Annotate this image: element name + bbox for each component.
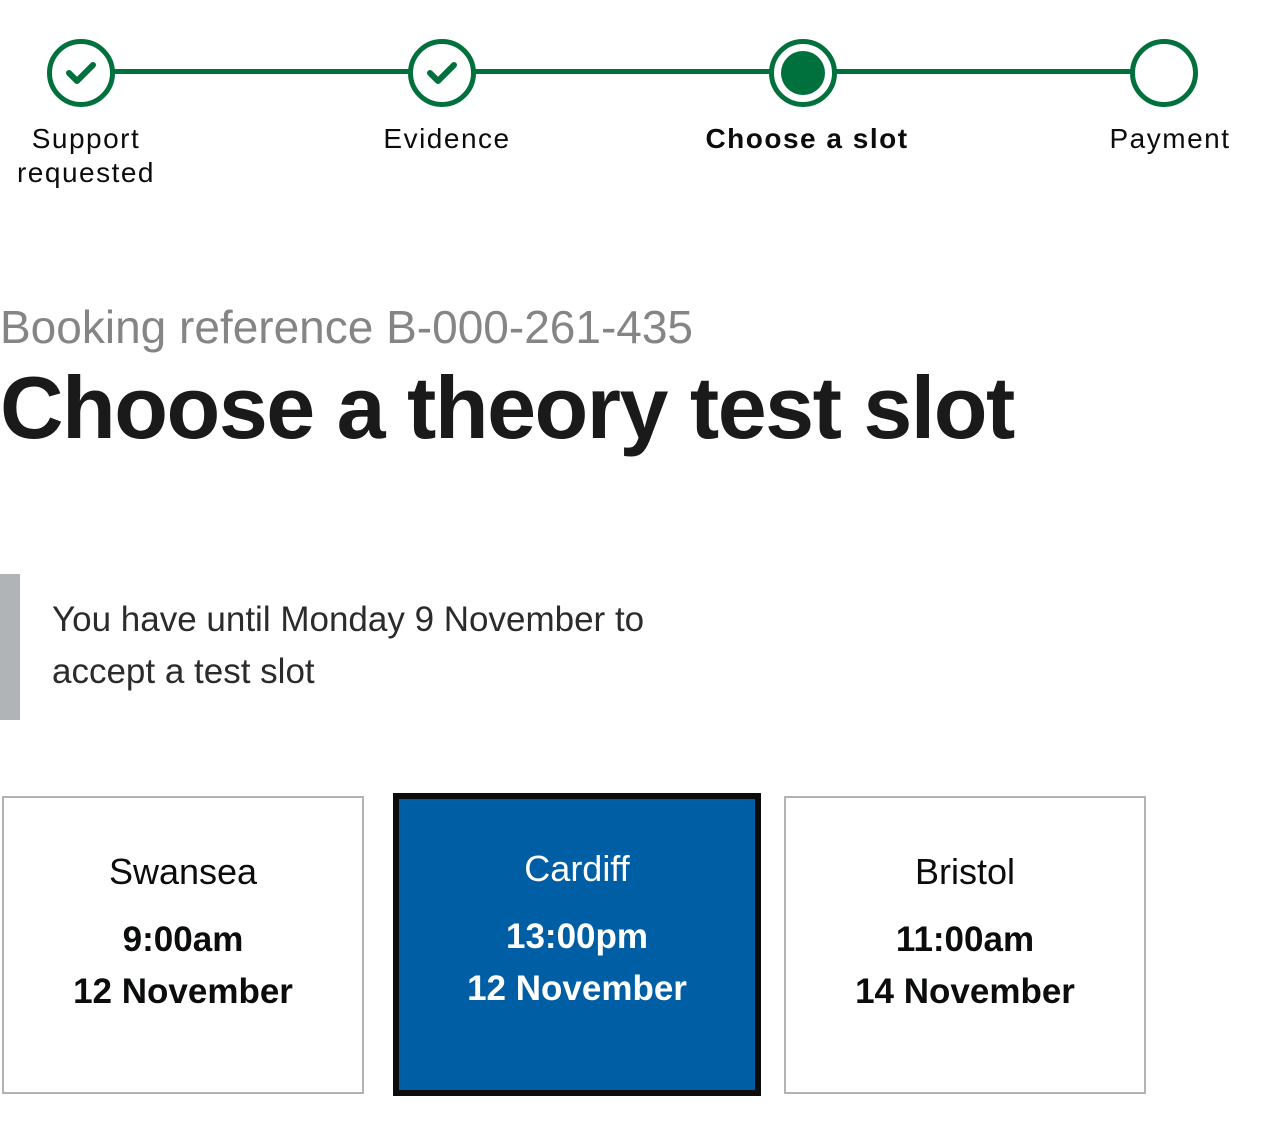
step-connector	[834, 69, 1132, 74]
step-complete-icon	[408, 39, 476, 107]
step-label-choose-a-slot: Choose a slot	[705, 123, 909, 154]
slot-time: 11:00am	[895, 920, 1035, 959]
slot-time: 9:00am	[122, 920, 244, 959]
current-step-dot-icon	[781, 51, 825, 95]
check-icon	[427, 62, 457, 84]
slot-date: 12 November	[73, 972, 293, 1011]
slot-option-swansea[interactable]: Swansea 9:00am 12 November	[2, 796, 364, 1094]
slot-time: 13:00pm	[505, 917, 649, 956]
step-connector	[114, 69, 410, 74]
step-complete-icon	[47, 39, 115, 107]
page-title: Choose a theory test slot	[0, 358, 1015, 457]
booking-reference: Booking reference B-000-261-435	[0, 301, 694, 353]
check-icon	[66, 62, 96, 84]
step-label-evidence: Evidence	[383, 123, 511, 154]
slot-location: Bristol	[914, 851, 1016, 892]
step-label-support-requested: Support requested	[16, 123, 156, 188]
slot-option-cardiff[interactable]: Cardiff 13:00pm 12 November	[393, 793, 761, 1096]
slot-date: 14 November	[855, 972, 1075, 1011]
slot-location: Cardiff	[524, 848, 630, 889]
slot-option-bristol[interactable]: Bristol 11:00am 14 November	[784, 796, 1146, 1094]
step-incomplete-icon	[1130, 39, 1198, 107]
deadline-notice: You have until Monday 9 November to acce…	[52, 600, 645, 691]
progress-stepper: Support requested Evidence Choose a slot…	[0, 0, 1270, 200]
slot-date: 12 November	[467, 969, 687, 1008]
slot-location: Swansea	[108, 851, 258, 892]
step-current-icon	[769, 39, 837, 107]
step-label-payment: Payment	[1109, 123, 1231, 154]
step-connector	[474, 69, 772, 74]
inset-text-panel	[0, 574, 720, 720]
